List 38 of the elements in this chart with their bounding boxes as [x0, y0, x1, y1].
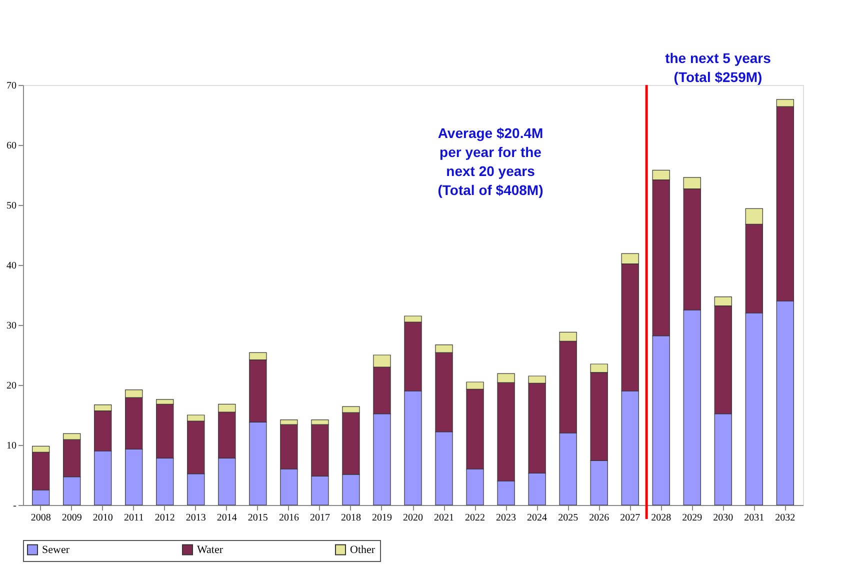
x-tick-label: 2030 [713, 512, 734, 524]
x-tick-label: 2027 [620, 512, 640, 524]
x-tick-label: 2017 [310, 512, 330, 524]
x-tick-label: 2014 [216, 512, 237, 524]
x-tick-label: 2012 [154, 512, 175, 524]
x-tick-label: 2010 [92, 512, 113, 524]
legend-label: Sewer [42, 544, 70, 556]
x-tick-label: 2029 [682, 512, 702, 524]
x-tick-label: 2018 [340, 512, 361, 524]
y-tick-label: 40 [6, 260, 16, 272]
x-tick-label: 2008 [30, 512, 51, 524]
y-tick-label: - [13, 500, 16, 512]
x-tick-label: 2015 [248, 512, 268, 524]
y-tick-label: 30 [6, 320, 16, 332]
annotation: Average $20.4M per year for the next 20 years (Total of $408M) [438, 125, 544, 198]
x-tick-label: 2024 [527, 512, 548, 524]
y-tick-label: 10 [6, 440, 16, 452]
x-tick-label: 2011 [124, 512, 144, 524]
x-tick-label: 2021 [434, 512, 454, 524]
x-tick-label: 2019 [372, 512, 392, 524]
x-tick-label: 2026 [589, 512, 610, 524]
x-tick-label: 2020 [403, 512, 423, 524]
y-tick-label: 50 [6, 200, 16, 212]
y-tick-label: 20 [6, 380, 16, 392]
y-tick-label: 60 [6, 140, 16, 152]
y-tick-label: 70 [6, 80, 16, 92]
x-tick-label: 2023 [496, 512, 516, 524]
text: the next 5 years (Total $259M) [665, 50, 772, 85]
legend-label: Water [197, 544, 224, 556]
legend-label: Other [350, 544, 376, 556]
x-tick-label: 2032 [775, 512, 796, 524]
x-tick-label: 2016 [278, 512, 299, 524]
x-tick-label: 2031 [744, 512, 764, 524]
x-tick-label: 2028 [651, 512, 672, 524]
x-tick-label: 2013 [186, 512, 206, 524]
x-tick-label: 2022 [465, 512, 486, 524]
x-tick-label: 2025 [558, 512, 578, 524]
x-tick-label: 2009 [62, 512, 82, 524]
